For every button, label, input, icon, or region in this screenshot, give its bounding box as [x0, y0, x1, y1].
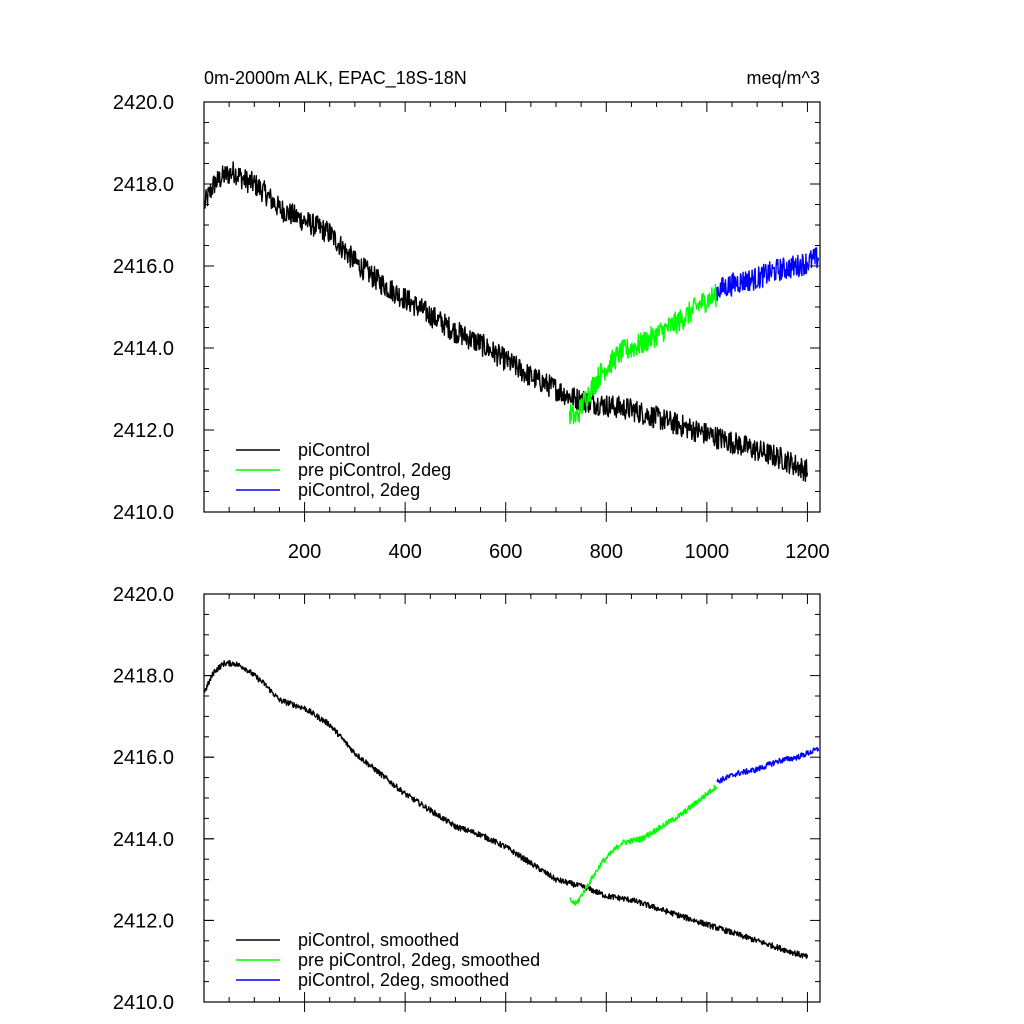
series-line-picontrol-smoothed	[204, 659, 809, 959]
legend-label: piControl, smoothed	[298, 930, 459, 950]
legend-label: pre piControl, 2deg	[298, 460, 451, 480]
legend-label: pre piControl, 2deg, smoothed	[298, 950, 540, 970]
series-line-picontrol	[204, 161, 809, 483]
y-tick-label: 2412.0	[113, 910, 174, 932]
plot-frame	[203, 593, 821, 1003]
y-tick-label: 2414.0	[113, 338, 174, 360]
y-tick-label: 2412.0	[113, 420, 174, 442]
x-tick-label: 800	[590, 541, 623, 563]
y-tick-label: 2420.0	[113, 92, 174, 114]
chart-units: meq/m^3	[747, 68, 820, 88]
y-tick-label: 2410.0	[113, 502, 174, 524]
series-line-picontrol-2deg-smoothed	[716, 746, 820, 784]
bottom-panel: 2410.0 2412.0 2414.0 2416.0 2418.0 2420.0 piCo…	[113, 584, 821, 1014]
y-tick-label: 2420.0	[113, 584, 174, 606]
series-line-pre-picontrol-2deg	[568, 283, 718, 425]
chart-title: 0m-2000m ALK, EPAC_18S-18N	[204, 68, 467, 89]
y-tick-label: 2414.0	[113, 829, 174, 851]
series-line-picontrol-2deg	[716, 247, 820, 301]
legend-label: piControl, 2deg, smoothed	[298, 970, 509, 990]
x-tick-label: 600	[489, 541, 522, 563]
y-tick-label: 2410.0	[113, 992, 174, 1014]
series-line-pre-picontrol-2deg-smoothed	[569, 784, 718, 906]
x-tick-label: 1200	[785, 541, 830, 563]
y-tick-label: 2416.0	[113, 747, 174, 769]
x-tick-label: 200	[288, 541, 321, 563]
top-panel: 2410.0 2412.0 2414.0 2416.0 2418.0 2420.0 200 4…	[113, 92, 830, 563]
y-tick-label: 2418.0	[113, 174, 174, 196]
x-tick-label: 1000	[685, 541, 730, 563]
legend-label: piControl	[298, 440, 370, 460]
y-tick-label: 2418.0	[113, 666, 174, 688]
legend-label: piControl, 2deg	[298, 480, 420, 500]
x-tick-label: 400	[388, 541, 421, 563]
y-tick-label: 2416.0	[113, 256, 174, 278]
